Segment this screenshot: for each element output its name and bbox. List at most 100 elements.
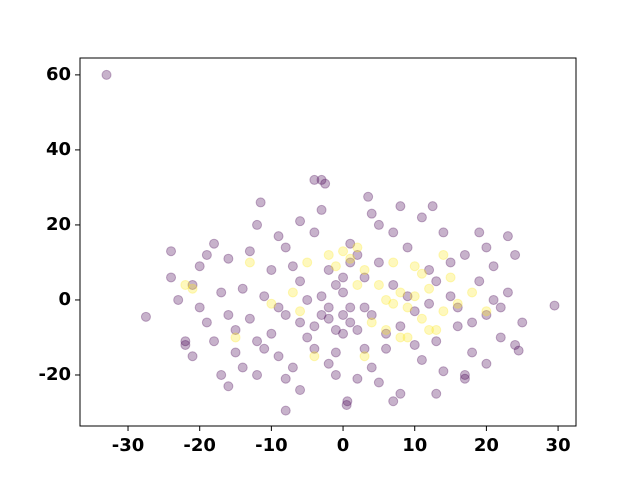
point <box>323 358 334 369</box>
point <box>452 302 463 313</box>
point <box>295 276 306 287</box>
point <box>459 373 470 384</box>
point <box>395 332 406 343</box>
point <box>352 249 363 260</box>
point <box>330 261 341 272</box>
point <box>502 231 513 242</box>
point <box>309 174 320 185</box>
point <box>459 249 470 260</box>
point <box>366 317 377 328</box>
point <box>388 227 399 238</box>
point <box>424 324 435 335</box>
point <box>474 276 485 287</box>
point <box>549 300 560 311</box>
point <box>510 339 521 350</box>
point <box>237 362 248 373</box>
point <box>330 347 341 358</box>
point <box>209 238 220 249</box>
point <box>373 257 384 268</box>
point <box>230 347 241 358</box>
point <box>467 287 478 298</box>
y-tick-label: 60 <box>46 64 71 85</box>
point <box>352 242 363 253</box>
x-tick-label: 20 <box>474 435 499 456</box>
point <box>359 302 370 313</box>
point <box>352 373 363 384</box>
point <box>280 405 291 416</box>
point <box>445 291 456 302</box>
point <box>237 283 248 294</box>
point <box>363 191 374 202</box>
point <box>342 396 353 407</box>
point <box>416 268 427 279</box>
point <box>438 306 449 317</box>
point <box>273 302 284 313</box>
point <box>180 279 191 290</box>
point <box>338 328 349 339</box>
point <box>309 343 320 354</box>
point <box>216 287 227 298</box>
point <box>180 336 191 347</box>
point <box>416 313 427 324</box>
point <box>409 306 420 317</box>
point <box>467 347 478 358</box>
point <box>302 294 313 305</box>
x-tick-label: 0 <box>337 435 350 456</box>
point <box>424 298 435 309</box>
point <box>316 174 327 185</box>
point <box>409 261 420 272</box>
point <box>402 242 413 253</box>
point <box>388 396 399 407</box>
point <box>338 309 349 320</box>
point <box>320 178 331 189</box>
point <box>302 257 313 268</box>
point <box>467 317 478 328</box>
point <box>266 264 277 275</box>
point <box>323 302 334 313</box>
point <box>381 324 392 335</box>
point <box>266 328 277 339</box>
x-tick-label: -20 <box>183 435 216 456</box>
point <box>309 351 320 362</box>
point <box>280 373 291 384</box>
x-tick-label: 10 <box>402 435 427 456</box>
point <box>209 336 220 347</box>
point <box>366 362 377 373</box>
point <box>513 345 524 356</box>
point <box>266 298 277 309</box>
point <box>252 219 263 230</box>
point <box>427 201 438 212</box>
point <box>287 261 298 272</box>
point <box>488 294 499 305</box>
point <box>323 313 334 324</box>
point <box>481 358 492 369</box>
point <box>223 381 234 392</box>
point <box>194 302 205 313</box>
point <box>359 272 370 283</box>
point <box>481 242 492 253</box>
point <box>252 369 263 380</box>
point <box>381 294 392 305</box>
point <box>395 287 406 298</box>
point <box>273 231 284 242</box>
point <box>517 317 528 328</box>
point <box>323 264 334 275</box>
point <box>431 276 442 287</box>
point <box>395 321 406 332</box>
point <box>187 279 198 290</box>
point <box>316 204 327 215</box>
point <box>345 257 356 268</box>
point <box>481 309 492 320</box>
point <box>280 242 291 253</box>
point <box>180 339 191 350</box>
point <box>359 264 370 275</box>
point <box>409 339 420 350</box>
point <box>402 302 413 313</box>
point <box>366 309 377 320</box>
point <box>481 306 492 317</box>
point <box>244 246 255 257</box>
point <box>431 388 442 399</box>
point <box>323 249 334 260</box>
y-tick-label: -20 <box>38 364 71 385</box>
